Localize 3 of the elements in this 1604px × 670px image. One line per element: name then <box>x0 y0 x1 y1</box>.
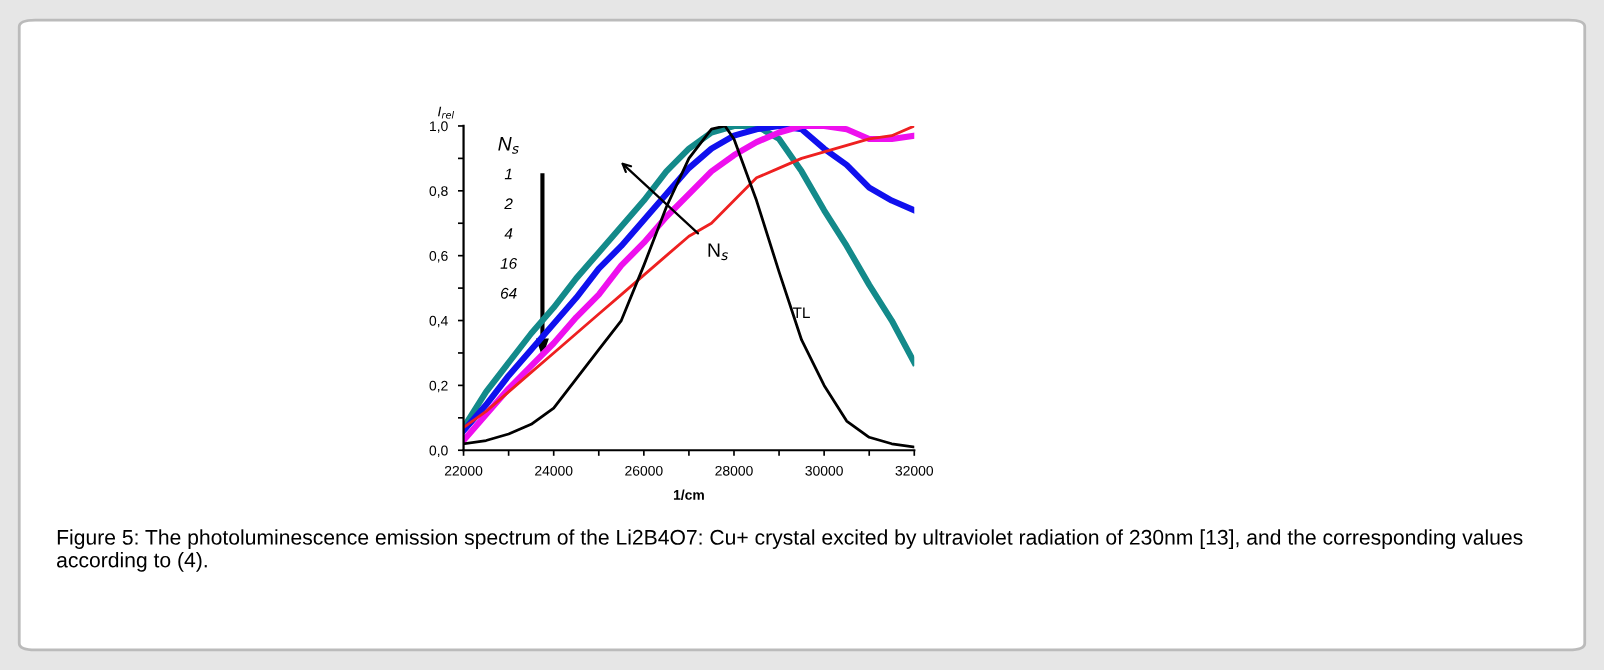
caption: Figure 5: The photoluminescence emission spectrum of the Li2B4O7: Cu+ crystal excited by ultraviolet radiation of 230nm [13], and the corresponding values according to (4). <box>57 529 1523 572</box>
annotation: N$_{s}$ <box>498 137 519 154</box>
annotation: N$_{s}$ <box>708 243 728 261</box>
